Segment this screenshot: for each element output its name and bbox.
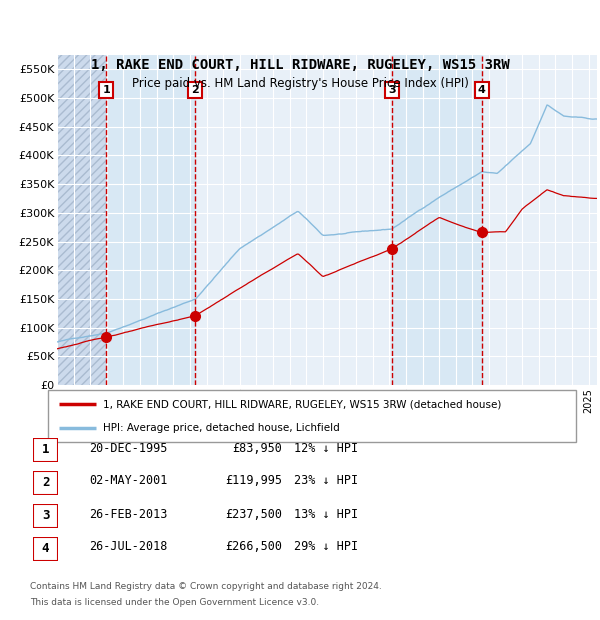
FancyBboxPatch shape: [33, 438, 58, 462]
Text: 20-DEC-1995: 20-DEC-1995: [89, 441, 167, 454]
FancyBboxPatch shape: [33, 537, 58, 560]
Text: £237,500: £237,500: [225, 508, 282, 521]
Text: 4: 4: [478, 85, 486, 95]
Text: 2: 2: [191, 85, 199, 95]
Text: £119,995: £119,995: [225, 474, 282, 487]
Text: 13% ↓ HPI: 13% ↓ HPI: [294, 508, 358, 521]
Text: This data is licensed under the Open Government Licence v3.0.: This data is licensed under the Open Gov…: [30, 598, 319, 607]
FancyBboxPatch shape: [33, 471, 58, 495]
Text: 12% ↓ HPI: 12% ↓ HPI: [294, 441, 358, 454]
Text: £83,950: £83,950: [232, 441, 282, 454]
Bar: [392, 55, 482, 385]
Text: 1: 1: [42, 443, 49, 456]
Text: 1, RAKE END COURT, HILL RIDWARE, RUGELEY, WS15 3RW: 1, RAKE END COURT, HILL RIDWARE, RUGELEY…: [91, 58, 509, 72]
Text: 3: 3: [388, 85, 395, 95]
Text: 2: 2: [42, 476, 49, 489]
Text: Price paid vs. HM Land Registry's House Price Index (HPI): Price paid vs. HM Land Registry's House …: [131, 77, 469, 90]
Text: 1, RAKE END COURT, HILL RIDWARE, RUGELEY, WS15 3RW (detached house): 1, RAKE END COURT, HILL RIDWARE, RUGELEY…: [103, 399, 502, 409]
FancyBboxPatch shape: [48, 390, 576, 442]
Text: 02-MAY-2001: 02-MAY-2001: [89, 474, 167, 487]
FancyBboxPatch shape: [33, 504, 58, 528]
Text: 1: 1: [103, 85, 110, 95]
Bar: [106, 55, 196, 385]
Bar: [57, 55, 106, 385]
Text: 23% ↓ HPI: 23% ↓ HPI: [294, 474, 358, 487]
Text: 26-FEB-2013: 26-FEB-2013: [89, 508, 167, 521]
Text: 4: 4: [42, 542, 49, 556]
Text: 29% ↓ HPI: 29% ↓ HPI: [294, 541, 358, 554]
Text: 26-JUL-2018: 26-JUL-2018: [89, 541, 167, 554]
Text: £266,500: £266,500: [225, 541, 282, 554]
Text: 3: 3: [42, 510, 49, 523]
Text: HPI: Average price, detached house, Lichfield: HPI: Average price, detached house, Lich…: [103, 423, 340, 433]
Text: Contains HM Land Registry data © Crown copyright and database right 2024.: Contains HM Land Registry data © Crown c…: [30, 582, 382, 591]
